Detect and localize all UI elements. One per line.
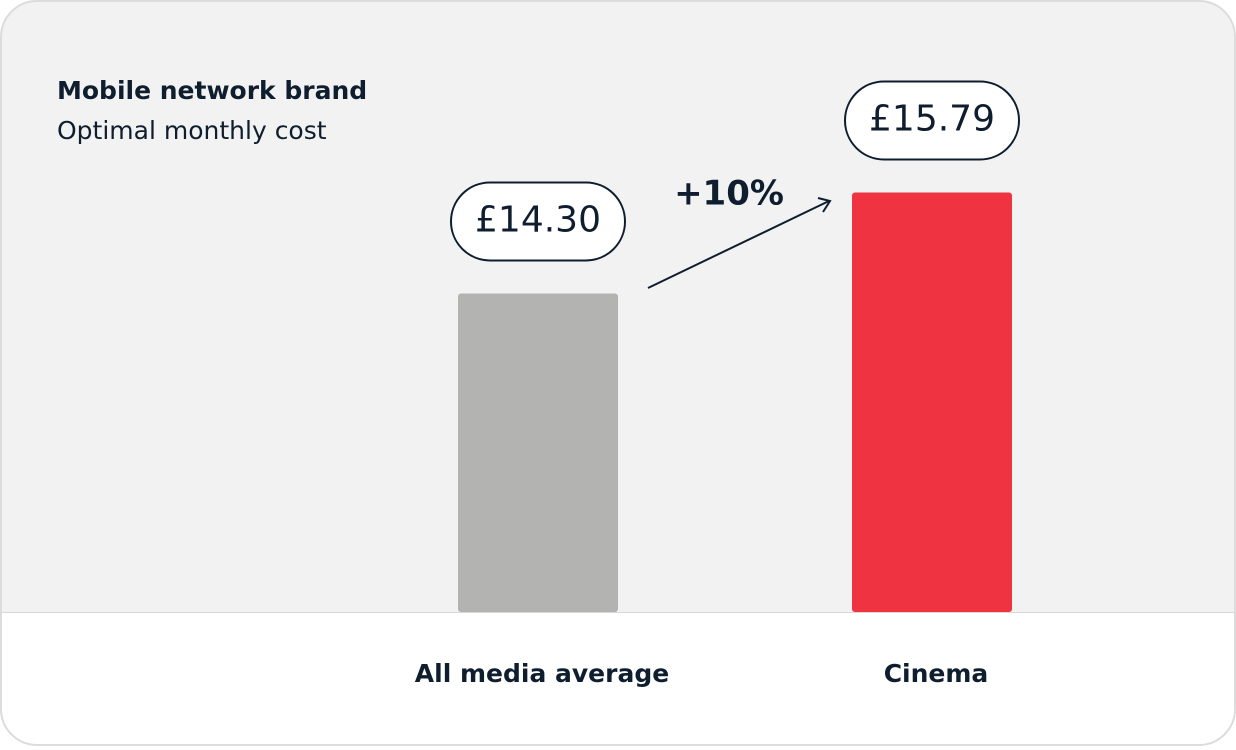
arrow-head [817,197,832,213]
bar [852,192,1012,612]
x-tick-label: All media average [415,659,669,688]
value-label-pill [450,181,626,262]
x-tick-label: Cinema [884,659,989,688]
value-label: £15.79 [869,98,995,139]
chart-subtitle: Optimal monthly cost [57,116,327,145]
bar [458,293,618,612]
annotation: +10% [674,174,784,214]
chart-title: Mobile network brand [57,76,367,105]
arrow [647,200,830,289]
footer-background [1,612,1235,745]
value-label: £14.30 [475,199,601,240]
value-label-pill [844,80,1020,161]
